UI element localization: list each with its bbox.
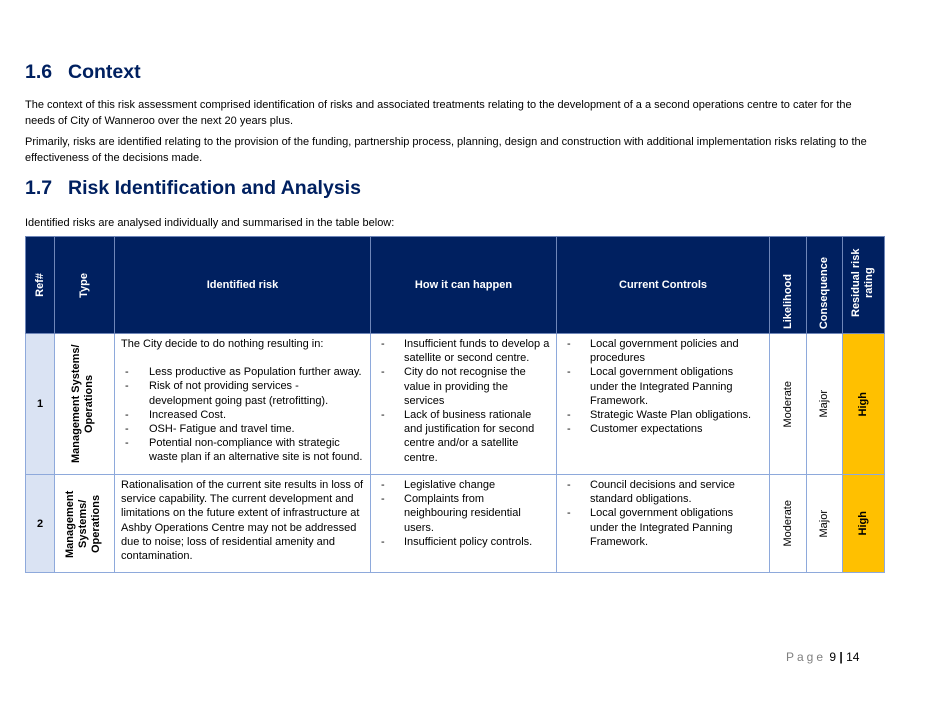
- risk-intro: Identified risks are analysed individual…: [25, 217, 395, 229]
- cell-text: Ref#: [33, 273, 46, 297]
- list-item: Legislative change: [377, 478, 550, 492]
- context-paragraph-2: Primarily, risks are identified relating…: [25, 136, 867, 164]
- cell-text: High: [857, 391, 869, 417]
- list-item: Local government obligations under the I…: [563, 506, 763, 549]
- list-item: Council decisions and service standard o…: [563, 478, 763, 506]
- list-item: Strategic Waste Plan obligations.: [563, 408, 763, 422]
- list-item: Local government policies and procedures: [563, 337, 763, 365]
- list-item: Local government obligations under the I…: [563, 365, 763, 408]
- list-item: Customer expectations: [563, 422, 763, 436]
- cell-text: Consequence: [818, 256, 830, 329]
- how-cell: Insufficient funds to develop a satellit…: [370, 333, 557, 475]
- cell-text: High: [857, 511, 869, 536]
- risk-table: Ref# Type Identified risk How it can hap…: [25, 236, 885, 573]
- how-cell: Legislative change Complaints from neigh…: [370, 474, 557, 573]
- header-consequence: Consequence: [806, 236, 843, 334]
- list-item: OSH- Fatigue and travel time.: [121, 422, 364, 436]
- header-how: How it can happen: [370, 236, 557, 334]
- section-title: Context: [68, 61, 141, 83]
- cell-text: Type: [78, 272, 90, 298]
- cell-text: Likelihood: [781, 274, 794, 329]
- risk-cell: Rationalisation of the current site resu…: [114, 474, 371, 573]
- list-item: Insufficient funds to develop a satellit…: [377, 337, 550, 365]
- table-row: 1 Management Systems/ Operations The Cit…: [25, 333, 885, 475]
- list-item: Potential non-compliance with strategic …: [121, 436, 364, 464]
- table-header-row: Ref# Type Identified risk How it can hap…: [25, 236, 885, 334]
- page-number: 9: [829, 650, 837, 664]
- context-paragraph-1: The context of this risk assessment comp…: [25, 99, 852, 127]
- list-item: Complaints from neighbouring residential…: [377, 492, 550, 535]
- page-footer: Page 9 | 14: [786, 650, 859, 664]
- section-number: 1.7: [25, 177, 53, 199]
- controls-cell: Council decisions and service standard o…: [556, 474, 770, 573]
- section-title: Risk Identification and Analysis: [68, 177, 361, 199]
- list-item: Risk of not providing services - develop…: [121, 379, 364, 407]
- section-number: 1.6: [25, 61, 53, 83]
- header-residual: Residual risk rating: [842, 236, 885, 334]
- cell-text: Moderate: [781, 500, 794, 547]
- list-item: Lack of business rationale and justifica…: [377, 408, 550, 465]
- risk-intro-text: The City decide to do nothing resulting …: [121, 338, 324, 350]
- cell-text: Residual risk rating: [849, 248, 875, 318]
- list-item: Less productive as Population further aw…: [121, 365, 364, 379]
- list-item: Increased Cost.: [121, 408, 364, 422]
- type-cell: Management Systems/ Operations: [54, 333, 115, 475]
- risk-cell: The City decide to do nothing resulting …: [114, 333, 371, 475]
- page-label: Page: [786, 650, 827, 664]
- cell-text: Management Systems/ Operations: [69, 344, 95, 464]
- rating-cell: High: [842, 333, 885, 475]
- type-cell: Management Systems/ Operations: [54, 474, 115, 573]
- table-row: 2 Management Systems/ Operations Rationa…: [25, 474, 885, 573]
- header-type: Type: [54, 236, 115, 334]
- likelihood-cell: Moderate: [769, 333, 807, 475]
- ref-cell: 1: [25, 333, 55, 475]
- cell-text: Major: [818, 390, 830, 418]
- cell-text: Moderate: [781, 380, 794, 428]
- header-ref: Ref#: [25, 236, 55, 334]
- risk-heading: 1.7 Risk Identification and Analysis: [25, 177, 361, 200]
- cell-text: Management Systems/ Operations: [63, 489, 102, 558]
- list-item: City do not recognise the value in provi…: [377, 365, 550, 408]
- page-total: 14: [846, 650, 860, 664]
- header-identified-risk: Identified risk: [114, 236, 371, 334]
- rating-cell: High: [842, 474, 885, 573]
- controls-cell: Local government policies and procedures…: [556, 333, 770, 475]
- page-separator: |: [839, 650, 843, 664]
- header-controls: Current Controls: [556, 236, 770, 334]
- list-item: Insufficient policy controls.: [377, 535, 550, 549]
- ref-cell: 2: [25, 474, 55, 573]
- header-likelihood: Likelihood: [769, 236, 807, 334]
- consequence-cell: Major: [806, 474, 843, 573]
- cell-text: Major: [818, 509, 830, 538]
- likelihood-cell: Moderate: [769, 474, 807, 573]
- consequence-cell: Major: [806, 333, 843, 475]
- context-heading: 1.6 Context: [25, 61, 141, 84]
